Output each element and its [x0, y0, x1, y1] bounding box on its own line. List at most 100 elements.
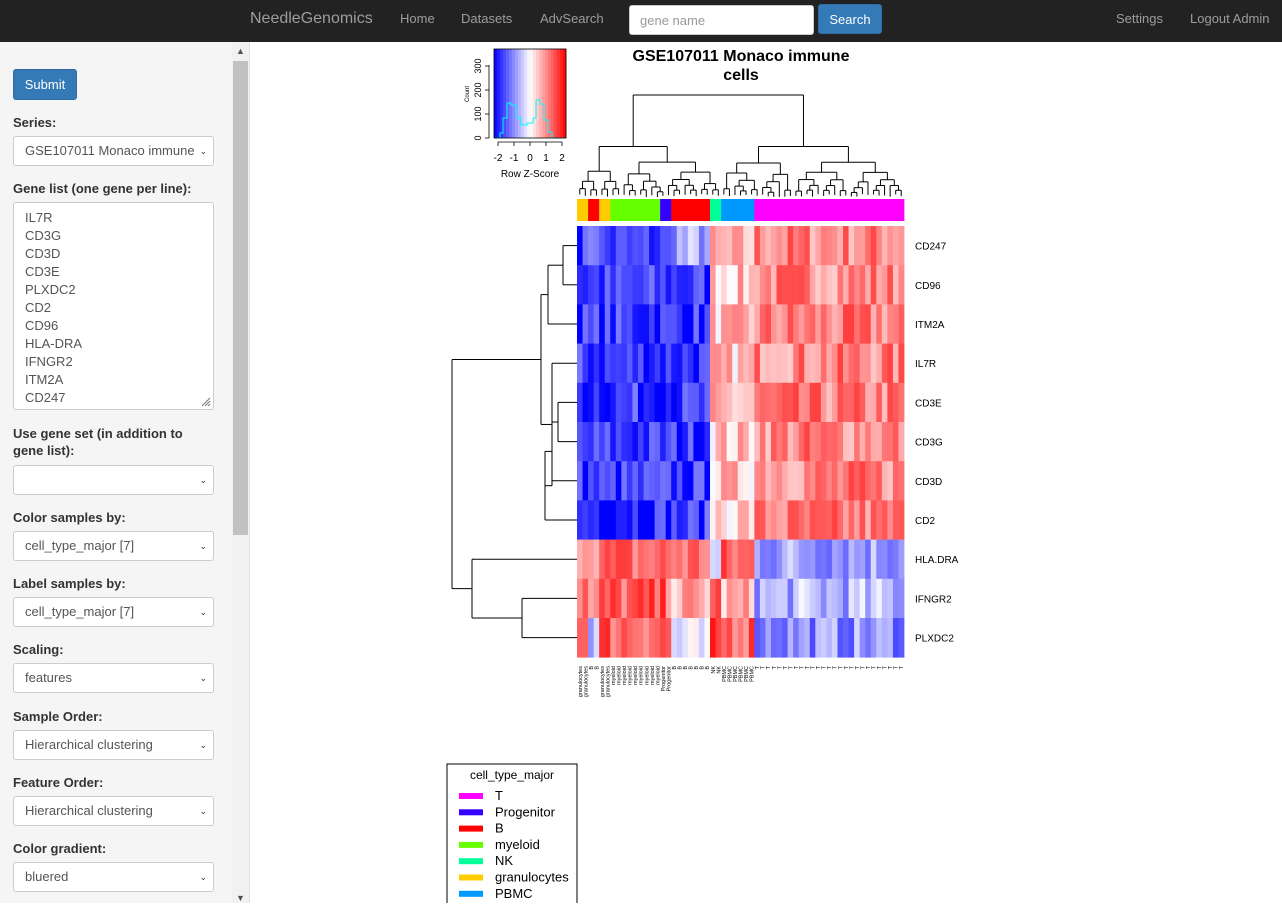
heatmap-cell [621, 461, 628, 501]
heatmap-cell [770, 382, 777, 423]
heatmap-cell [698, 226, 705, 266]
column-label: T [816, 665, 822, 669]
heatmap-cell [626, 343, 633, 384]
heatmap-cell [765, 539, 772, 580]
heatmap-cell [876, 422, 883, 462]
column-label: NK [711, 666, 717, 674]
heatmap-cell [643, 382, 650, 423]
heatmap-cell [721, 343, 728, 384]
nav-home[interactable]: Home [400, 11, 435, 26]
heatmap-cell [582, 422, 589, 462]
heatmap-cell [604, 226, 611, 266]
heatmap-cell [632, 226, 639, 266]
heatmap-cell [815, 382, 822, 423]
heatmap-cell [632, 500, 639, 540]
heatmap-cell [593, 539, 600, 580]
submit-button[interactable]: Submit [13, 69, 77, 100]
heatmap-cell [710, 265, 716, 305]
column-label: myeloid [650, 666, 656, 685]
heatmap-cell [682, 422, 689, 462]
heatmap-cell [876, 500, 883, 540]
heatmap-cell [660, 343, 667, 384]
heatmap-cell [809, 343, 816, 384]
column-label: T [899, 665, 905, 669]
heatmap-cell [820, 461, 827, 501]
sample-order-select[interactable]: Hierarchical clustering ⌄ [13, 730, 214, 760]
row-label: CD247 [915, 242, 947, 253]
column-label: T [788, 665, 794, 669]
heatmap-cell [826, 304, 833, 344]
heatmap-cell [593, 578, 600, 619]
column-label: T [761, 665, 767, 669]
heatmap-cell [865, 304, 872, 344]
heatmap-cell [687, 500, 694, 540]
group-bar-cell [876, 199, 883, 221]
search-button[interactable]: Search [818, 4, 882, 34]
heatmap-cell [621, 343, 628, 384]
key-xlabel: Row Z-Score [501, 169, 560, 180]
gene-list-textarea[interactable]: IL7R CD3G CD3D CD3E PLXDC2 CD2 CD96 HLA-… [13, 202, 214, 410]
heatmap-cell [793, 422, 800, 462]
scroll-up-icon[interactable]: ▲ [236, 46, 245, 56]
heatmap-cell [693, 226, 700, 266]
scroll-down-icon[interactable]: ▼ [236, 893, 245, 903]
heatmap-cell [826, 618, 833, 658]
brand-link[interactable]: NeedleGenomics [250, 10, 373, 27]
heatmap-cell [698, 382, 705, 423]
heatmap-cell [887, 226, 894, 266]
heatmap-cell [776, 539, 783, 580]
group-bar-cell [859, 199, 866, 221]
nav-datasets[interactable]: Datasets [461, 11, 513, 26]
heatmap-cell [854, 265, 861, 305]
heatmap-cell [643, 422, 650, 462]
heatmap-cell [693, 422, 700, 462]
gene-set-select[interactable]: ⌄ [13, 465, 214, 495]
column-label: B [683, 666, 689, 670]
heatmap-cell [881, 265, 888, 305]
scaling-select[interactable]: features ⌄ [13, 663, 214, 693]
heatmap-cell [671, 500, 678, 540]
heatmap-cell [798, 578, 805, 619]
color-samples-select[interactable]: cell_type_major [7] ⌄ [13, 531, 214, 561]
heatmap-cell [770, 461, 777, 501]
heatmap-cell [887, 382, 894, 423]
column-label: Progenitor [661, 666, 667, 692]
label-samples-select[interactable]: cell_type_major [7] ⌄ [13, 597, 214, 627]
group-bar-cell [898, 199, 905, 221]
color-gradient-select[interactable]: bluered ⌄ [13, 862, 214, 892]
heatmap-cell [737, 422, 744, 462]
group-bar-cell [715, 199, 722, 221]
nav-settings[interactable]: Settings [1116, 11, 1163, 26]
series-select[interactable]: GSE107011 Monaco immune ⌄ [13, 136, 214, 166]
heatmap-cell [804, 343, 811, 384]
group-bar-cell [759, 199, 766, 221]
gene-search-input[interactable] [629, 5, 814, 35]
heatmap-cell [615, 226, 622, 266]
row-label: CD3D [915, 477, 942, 488]
nav-logout[interactable]: Logout Admin [1190, 11, 1270, 26]
heatmap-cell [732, 382, 739, 423]
heatmap-cell [632, 265, 639, 305]
feature-order-label: Feature Order: [13, 775, 104, 790]
gene-line: CD3G [25, 228, 62, 243]
nav-advsearch[interactable]: AdvSearch [540, 11, 604, 26]
heatmap-cell [776, 382, 783, 423]
heatmap-cell [715, 304, 722, 344]
heatmap-cell [643, 618, 650, 658]
feature-order-select[interactable]: Hierarchical clustering ⌄ [13, 796, 214, 826]
heatmap-cell [710, 618, 716, 658]
heatmap-cell [615, 343, 622, 384]
heatmap-cell [626, 618, 633, 658]
heatmap-cell [831, 578, 838, 619]
heatmap-cell [848, 461, 855, 501]
resize-handle-icon[interactable] [201, 397, 211, 407]
heatmap-cell [654, 578, 661, 619]
navbar: NeedleGenomics Home Datasets AdvSearch S… [0, 0, 1282, 42]
group-bar-cell [865, 199, 872, 221]
group-bar-cell [887, 199, 894, 221]
heatmap-cell [887, 304, 894, 344]
heatmap-cell [865, 382, 872, 423]
heatmap-cell [865, 618, 872, 658]
column-dendrogram [579, 94, 902, 197]
sidebar-scrollbar-thumb[interactable] [233, 61, 248, 535]
